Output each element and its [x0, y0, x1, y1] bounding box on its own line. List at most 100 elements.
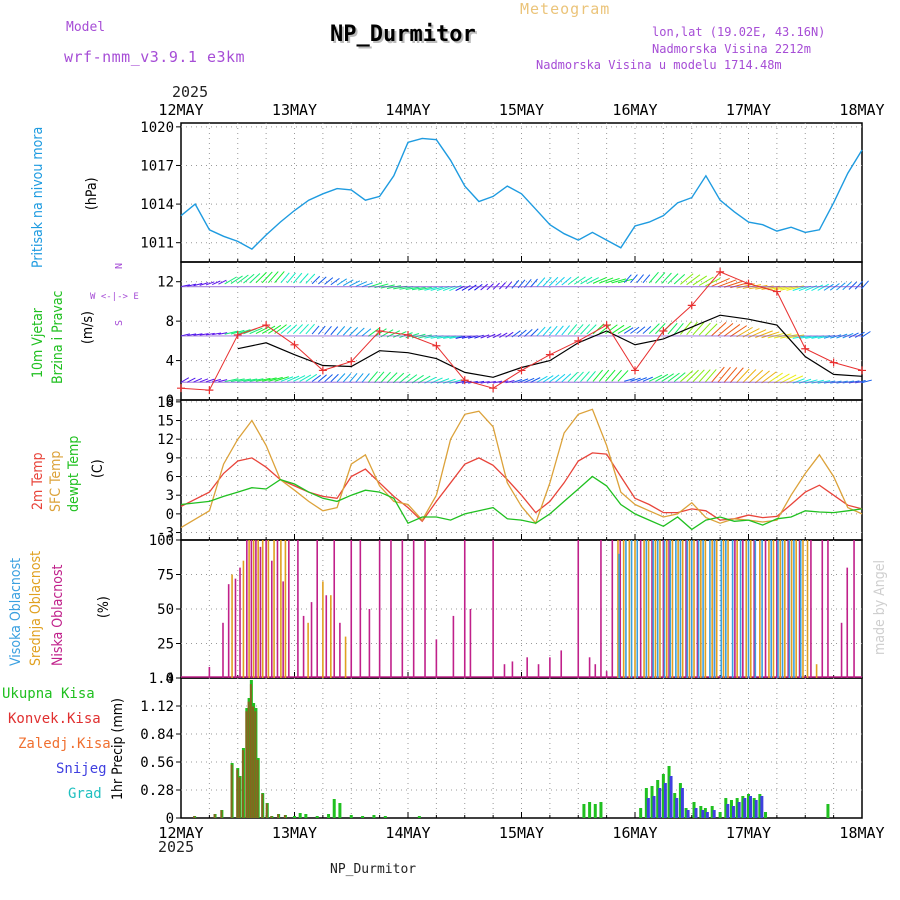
temperature-ytick-label: 15 — [157, 414, 174, 430]
pressure-ytick-label: 1011 — [140, 236, 174, 252]
model-elevation-text: Nadmorska Visina u modelu 1714.48m — [536, 58, 782, 72]
precip-ytick-label: 0.84 — [140, 727, 174, 743]
wind-barb — [318, 374, 327, 382]
compass-we: W <-|-> E — [90, 292, 139, 302]
wind-gust-marker — [574, 336, 583, 345]
wind-barb — [405, 374, 418, 384]
wind-barb — [530, 328, 539, 337]
wind-barb — [336, 278, 347, 286]
precip-conv-bar — [213, 814, 216, 818]
day-label-bottom: 18MAY — [839, 824, 884, 842]
wind-barb — [861, 280, 869, 290]
precip-bar — [332, 799, 336, 818]
wind-barb — [361, 373, 370, 383]
wind-barb — [648, 374, 663, 382]
wind-barb — [274, 376, 289, 382]
wind-gust-marker — [432, 341, 441, 350]
wind-barb — [611, 324, 625, 334]
wind-barb — [761, 371, 777, 384]
wind-barb — [636, 274, 644, 284]
wind-barb — [330, 278, 340, 286]
legend-freezing: Zaledj.Kisa — [18, 736, 111, 752]
wind-barb — [630, 274, 638, 284]
wind-barb — [262, 377, 277, 382]
wind-gust-marker — [687, 301, 696, 310]
wind-barb — [230, 275, 243, 285]
wind-barb — [380, 371, 391, 383]
precip-bar — [705, 812, 709, 818]
coords-text: lon,lat (19.02E, 43.16N) — [652, 25, 826, 39]
precip-bar — [383, 816, 387, 818]
wind-barb — [617, 370, 629, 382]
precip-conv-bar — [238, 777, 241, 818]
wind-barb — [343, 279, 354, 286]
wind-barb — [717, 279, 737, 288]
precip-conv-bar — [249, 684, 252, 818]
wind-barb — [792, 286, 806, 291]
wind-barb — [330, 326, 339, 336]
wind-barb — [686, 369, 699, 383]
wind-barb — [655, 272, 666, 284]
wind-barb — [299, 273, 309, 284]
precip-ytick-label: 0 — [166, 811, 174, 827]
wind-barb — [692, 322, 705, 336]
wind-barb — [255, 377, 271, 382]
wind-barb — [311, 325, 320, 335]
wind-barb — [549, 374, 560, 383]
precip-conv-bar — [261, 793, 264, 818]
wind-barb — [317, 276, 327, 285]
precip-bar — [735, 798, 739, 818]
precip-bar — [737, 802, 741, 818]
precip-bar — [656, 780, 660, 818]
wind-barb — [667, 372, 680, 382]
wind-barb — [193, 377, 203, 383]
wind-barb — [349, 280, 361, 287]
wind-gust-marker — [631, 366, 639, 375]
wind-barb — [698, 322, 711, 336]
wind-barb — [255, 326, 270, 334]
wind-barb — [548, 276, 559, 287]
precip-conv-bar — [265, 803, 268, 818]
precip-bar — [726, 804, 730, 818]
wind-gust-marker — [177, 384, 185, 393]
wind-barb — [754, 370, 770, 384]
precip-bar — [701, 810, 705, 818]
wind-barb — [349, 327, 359, 336]
wind-barb — [286, 375, 300, 382]
wind-barb — [848, 281, 857, 290]
wind-gust-marker — [347, 357, 356, 366]
wind-barb — [823, 283, 834, 291]
wind-barb — [305, 273, 316, 284]
wind-gust-marker — [517, 366, 526, 375]
wind-barb — [193, 282, 203, 287]
wind-gust-marker — [318, 366, 327, 375]
precip-bar — [658, 788, 662, 818]
wind-barb — [324, 374, 333, 383]
wind-barb — [586, 324, 597, 335]
wind-barb — [561, 325, 570, 336]
year-bottom: 2025 — [158, 838, 195, 856]
wind-barb — [474, 283, 483, 291]
day-label-top: 18MAY — [839, 101, 884, 119]
precip-conv-bar — [277, 814, 280, 818]
wind-barb — [548, 325, 558, 336]
precip-bar — [661, 774, 665, 818]
day-label-top: 12MAY — [158, 101, 203, 119]
wind-barb — [748, 369, 764, 384]
wind-barb — [742, 369, 757, 384]
precip-bar — [692, 802, 696, 818]
wind-barb — [212, 280, 221, 286]
precip-bar — [293, 816, 296, 818]
wind-barb — [193, 333, 203, 336]
wind-barb — [336, 373, 346, 383]
precip-bar — [639, 808, 643, 818]
wind-barb — [280, 272, 290, 284]
wind-barb — [268, 324, 282, 334]
wind-barb — [342, 373, 352, 383]
wind-barb — [729, 367, 744, 383]
wind-barb — [280, 324, 292, 334]
wind-barb — [617, 325, 632, 334]
wind-barb — [861, 331, 871, 338]
wind-barb — [711, 366, 725, 383]
wind-barb — [187, 283, 197, 287]
